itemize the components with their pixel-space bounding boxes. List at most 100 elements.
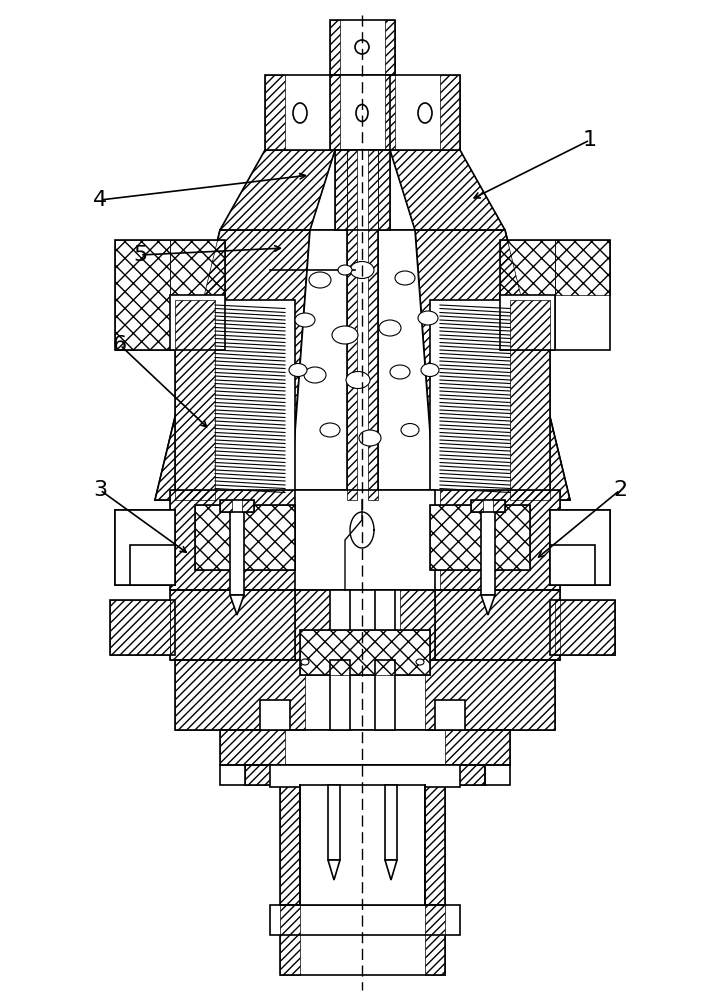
Bar [347, 150, 357, 500]
Bar [110, 600, 175, 655]
Bar [445, 730, 510, 765]
Bar [265, 75, 335, 150]
Text: 1: 1 [583, 130, 597, 150]
Bar [245, 765, 290, 785]
Bar [270, 765, 460, 787]
Bar [500, 295, 555, 350]
Bar [330, 660, 350, 730]
Ellipse shape [346, 371, 370, 388]
Ellipse shape [421, 363, 439, 376]
Ellipse shape [401, 424, 419, 436]
Bar [375, 590, 395, 670]
Bar [347, 150, 378, 500]
Text: 2: 2 [613, 480, 627, 500]
Bar [390, 75, 460, 150]
Ellipse shape [416, 659, 424, 665]
Bar [550, 510, 610, 585]
Ellipse shape [418, 311, 438, 325]
Ellipse shape [320, 423, 340, 437]
Ellipse shape [355, 40, 369, 54]
Bar [170, 490, 560, 590]
Bar [481, 505, 495, 595]
Bar [435, 700, 465, 730]
Bar [493, 500, 505, 512]
Polygon shape [390, 150, 505, 230]
Bar [385, 20, 395, 75]
Bar [220, 730, 510, 765]
Bar [368, 150, 378, 500]
Polygon shape [385, 860, 397, 880]
Ellipse shape [350, 261, 374, 278]
Bar [175, 660, 555, 730]
Bar [170, 295, 225, 350]
Bar [550, 510, 605, 545]
Bar [220, 765, 245, 785]
Bar [130, 545, 175, 585]
Bar [347, 150, 378, 500]
Bar [260, 700, 290, 730]
Polygon shape [481, 595, 495, 615]
Bar [115, 240, 170, 350]
Ellipse shape [395, 271, 415, 285]
Bar [425, 785, 445, 975]
Bar [328, 785, 340, 860]
Polygon shape [230, 595, 244, 615]
Bar [175, 660, 305, 730]
Bar [295, 590, 330, 660]
Bar [170, 590, 300, 660]
Bar [265, 75, 285, 150]
Bar [170, 240, 225, 295]
Ellipse shape [390, 365, 410, 379]
Bar [550, 545, 595, 585]
Bar [555, 240, 610, 295]
Bar [425, 660, 555, 730]
Text: 4: 4 [93, 190, 107, 210]
Bar [385, 785, 397, 860]
Bar [430, 505, 530, 570]
Ellipse shape [295, 313, 315, 327]
Bar [330, 590, 350, 670]
Bar [175, 300, 215, 500]
Bar [555, 600, 615, 655]
Bar [440, 765, 485, 785]
Bar [170, 590, 560, 660]
Bar [170, 490, 295, 590]
Ellipse shape [332, 326, 358, 344]
Ellipse shape [309, 272, 331, 288]
Bar [295, 490, 435, 590]
Polygon shape [328, 860, 340, 880]
Bar [280, 785, 445, 975]
Bar [300, 785, 425, 905]
Text: 6: 6 [113, 335, 127, 355]
Ellipse shape [289, 363, 307, 376]
Ellipse shape [356, 104, 368, 121]
Bar [378, 150, 390, 230]
Bar [500, 240, 610, 350]
Bar [330, 75, 340, 150]
Bar [270, 905, 460, 935]
Bar [430, 505, 530, 570]
Polygon shape [155, 230, 310, 500]
Bar [550, 510, 610, 585]
Bar [330, 75, 395, 150]
Bar [115, 510, 175, 585]
Bar [300, 630, 430, 675]
Ellipse shape [304, 367, 326, 383]
Bar [300, 630, 430, 675]
Bar [550, 600, 615, 655]
Bar [220, 500, 232, 512]
Bar [242, 500, 254, 512]
Ellipse shape [338, 265, 352, 275]
Bar [220, 500, 254, 512]
Bar [245, 765, 485, 785]
Bar [400, 590, 435, 660]
Bar [510, 300, 550, 500]
Bar [375, 660, 395, 730]
Bar [440, 75, 460, 150]
Bar [335, 150, 347, 230]
Bar [471, 500, 483, 512]
Bar [110, 600, 170, 655]
Bar [430, 300, 550, 500]
Bar [440, 490, 560, 590]
Bar [280, 785, 300, 975]
